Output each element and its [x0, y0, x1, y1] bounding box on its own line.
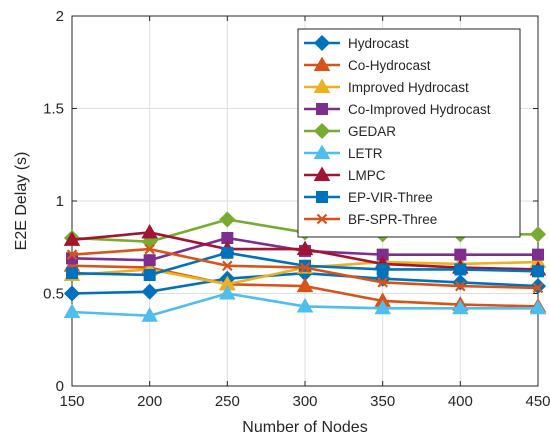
legend-marker: [313, 34, 331, 52]
legend-item-co-hydrocast: Co-Hydrocast: [304, 56, 431, 73]
y-tick-label: 0.5: [43, 286, 64, 303]
data-point-hydrocast: [63, 285, 81, 302]
x-tick-label: 150: [59, 393, 84, 410]
data-point-bf-spr-three: [299, 262, 311, 273]
x-tick-label: 250: [215, 393, 240, 410]
legend-label: LETR: [348, 146, 383, 161]
y-tick-label: 1: [56, 193, 64, 210]
legend-item-gedar: GEDAR: [304, 122, 396, 140]
data-point-co-hydrocast: [296, 277, 314, 293]
legend-item-bf-spr-three: BF-SPR-Three: [304, 212, 437, 227]
data-point-letr: [219, 284, 236, 300]
data-point-bf-spr-three: [455, 280, 466, 292]
y-axis-label: E2E Delay (s): [13, 152, 30, 251]
data-point-ep-vir-three: [532, 265, 544, 278]
y-tick-label: 1.5: [43, 101, 64, 118]
series-ep-vir-three: [66, 246, 544, 281]
data-point-ep-vir-three: [454, 263, 467, 276]
data-point-letr: [141, 307, 158, 322]
x-tick-label: 450: [525, 393, 550, 410]
x-tick-label: 400: [448, 393, 473, 410]
data-point-bf-spr-three: [144, 243, 155, 255]
y-tick-label: 0: [56, 378, 64, 395]
data-point-ep-vir-three: [299, 259, 311, 272]
series-bf-spr-three: [66, 243, 544, 294]
data-point-co-improved-hydrocast: [454, 248, 467, 261]
legend-marker: [313, 122, 331, 140]
legend-item-letr: LETR: [304, 144, 383, 161]
data-point-lmpc: [141, 223, 158, 239]
data-point-lmpc: [63, 231, 81, 246]
data-point-letr: [296, 297, 314, 313]
legend-label: Co-Improved Hydrocast: [348, 102, 491, 117]
legend-marker: [313, 166, 331, 181]
legend-item-hydrocast: Hydrocast: [304, 34, 409, 52]
axis-ticks: 150 200 250 300 350 400 450 0 0.5 1 1.5 2: [43, 8, 550, 410]
legend-label: EP-VIR-Three: [348, 190, 433, 205]
legend-item-improved-hydrocast: Improved Hydrocast: [304, 78, 469, 95]
data-point-bf-spr-three: [66, 249, 78, 260]
data-point-co-improved-hydrocast: [532, 248, 544, 261]
legend-marker: [313, 78, 331, 93]
legend-label: GEDAR: [348, 124, 396, 139]
data-point-co-improved-hydrocast: [66, 252, 78, 265]
legend-item-lmpc: LMPC: [304, 166, 386, 183]
legend-marker: [316, 191, 328, 203]
legend-label: Improved Hydrocast: [348, 80, 469, 95]
data-point-hydrocast: [529, 278, 547, 295]
legend-marker: [316, 213, 328, 225]
data-point-bf-spr-three: [532, 282, 544, 294]
data-point-gedar: [529, 226, 547, 243]
data-point-letr: [529, 299, 547, 315]
legend-label: Hydrocast: [348, 36, 409, 51]
data-point-co-improved-hydrocast: [143, 254, 156, 267]
legend-box: [297, 28, 521, 238]
data-point-bf-spr-three: [222, 260, 233, 272]
data-point-letr: [452, 299, 469, 315]
data-point-letr: [63, 303, 81, 318]
data-point-hydrocast: [141, 283, 158, 300]
data-point-letr: [374, 299, 391, 315]
legend-marker: [316, 103, 328, 115]
legend-label: LMPC: [348, 168, 386, 183]
legend-item-co-improved-hydrocast: Co-Improved Hydrocast: [304, 102, 491, 117]
data-point-lmpc: [296, 240, 314, 256]
x-tick-label: 200: [137, 393, 162, 410]
x-tick-label: 300: [292, 393, 317, 410]
data-point-ep-vir-three: [221, 246, 234, 259]
y-tick-label: 2: [56, 8, 64, 25]
data-point-ep-vir-three: [143, 269, 156, 281]
legend: Hydrocast Co-Hydrocast Improved Hydrocast C…: [297, 28, 521, 238]
legend-label: Co-Hydrocast: [348, 58, 431, 73]
series-letr: [63, 284, 547, 322]
data-point-ep-vir-three: [66, 267, 78, 280]
series-layer: [63, 211, 547, 322]
legend-label: BF-SPR-Three: [348, 212, 437, 227]
data-point-gedar: [219, 211, 236, 228]
legend-item-ep-vir-three: EP-VIR-Three: [304, 190, 433, 205]
data-point-bf-spr-three: [377, 277, 388, 288]
data-point-ep-vir-three: [376, 263, 389, 276]
legend-marker: [313, 144, 331, 159]
x-axis-label: Number of Nodes: [242, 419, 367, 436]
legend-marker: [313, 56, 331, 71]
x-tick-label: 350: [370, 393, 395, 410]
